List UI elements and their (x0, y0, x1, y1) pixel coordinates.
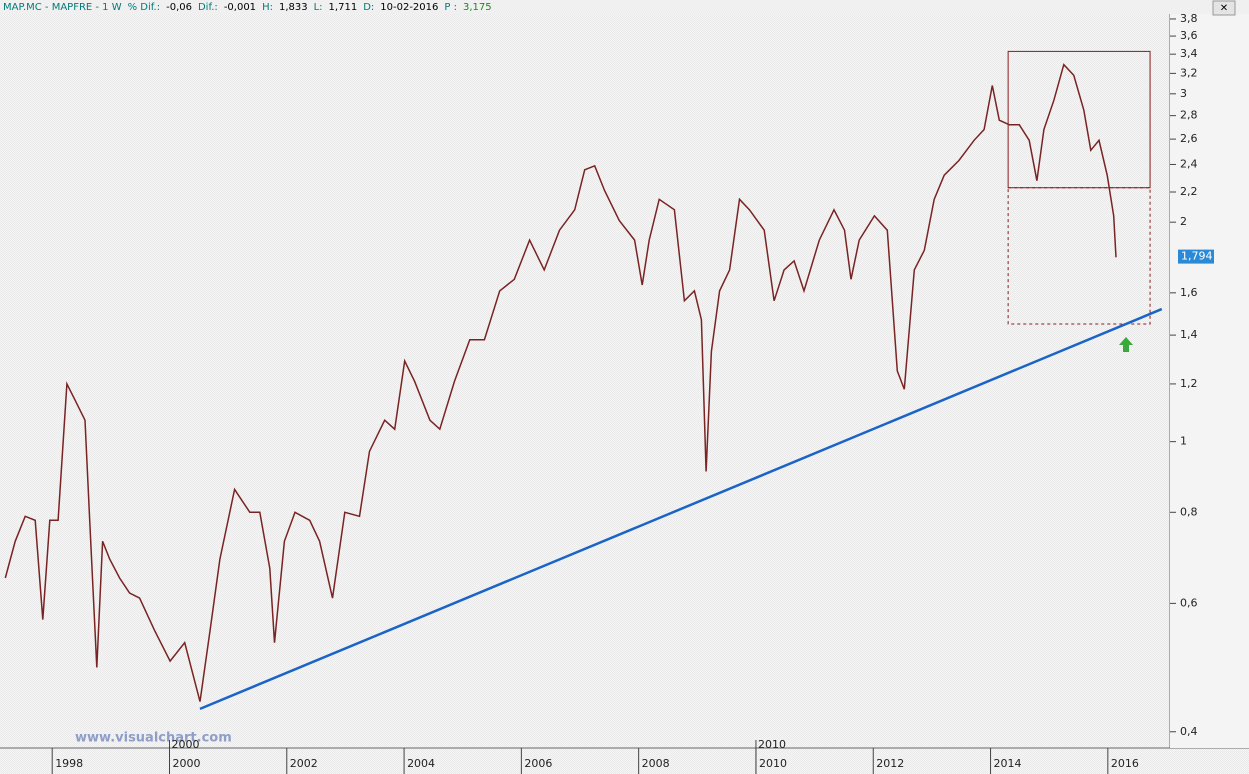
y-tick-label: 2 (1180, 215, 1187, 228)
y-tick-label: 1,4 (1180, 328, 1198, 341)
header: MAP.MC - MAPFRE - 1 W % Dif.: -0,06 Dif.: -0… (3, 2, 492, 13)
x-tick-label: 2008 (642, 757, 670, 770)
y-tick-label: 0,8 (1180, 505, 1198, 518)
trend-line (199, 307, 1163, 711)
x-tick-label: 2004 (407, 757, 435, 770)
header-bar (0, 0, 1249, 14)
header-text: 3,175 (463, 2, 492, 13)
y-tick-label: 2,8 (1180, 109, 1198, 122)
y-tick-label: 2,4 (1180, 157, 1198, 170)
x-tick-label: 2002 (290, 757, 318, 770)
header-text: P : (444, 2, 457, 13)
header-text: 10-02-2016 (380, 2, 438, 13)
x-tick-label: 2006 (524, 757, 552, 770)
header-text: D: (363, 2, 374, 13)
y-tick-label: 0,4 (1180, 725, 1198, 738)
last-value-label: 1,794 (1181, 250, 1213, 263)
watermark: www.visualchart.com (75, 731, 232, 746)
header-text: -0,06 (166, 2, 192, 13)
y-axis-panel (1170, 14, 1249, 748)
header-text: 1,833 (279, 2, 308, 13)
y-tick-label: 3,6 (1180, 29, 1198, 42)
highlight-box (1007, 187, 1151, 325)
header-text: 1,711 (329, 2, 358, 13)
header-text: H: (262, 2, 273, 13)
y-tick-label: 1,6 (1180, 286, 1198, 299)
highlight-box (1007, 50, 1151, 189)
x-tick-label: 2000 (172, 757, 200, 770)
y-tick-label: 3 (1180, 87, 1187, 100)
last-value-box (1178, 249, 1214, 264)
header-text: L: (314, 2, 323, 13)
x-tick-label: 2016 (1111, 757, 1139, 770)
y-tick-label: 3,8 (1180, 12, 1198, 25)
header-text: % Dif.: (128, 2, 161, 13)
y-tick-label: 1,2 (1180, 377, 1198, 390)
header-text: Dif.: (198, 2, 218, 13)
x-tick-label: 2014 (994, 757, 1022, 770)
up-arrow (1119, 337, 1133, 352)
y-tick-label: 3,2 (1180, 66, 1198, 79)
y-tick-label: 0,6 (1180, 596, 1198, 609)
header-text: MAP.MC - MAPFRE - 1 W (3, 2, 122, 13)
decade-label: 2000 (171, 738, 199, 751)
y-tick-label: 1 (1180, 435, 1187, 448)
x-tick-label: 1998 (55, 757, 83, 770)
x-tick-label: 2010 (759, 757, 787, 770)
close-button[interactable] (1212, 0, 1236, 16)
y-tick-label: 3,4 (1180, 47, 1198, 60)
y-tick-label: 2,2 (1180, 185, 1198, 198)
y-tick-label: 2,6 (1180, 132, 1198, 145)
price-line (4, 63, 1117, 702)
x-tick-label: 2012 (876, 757, 904, 770)
decade-label: 2010 (758, 738, 786, 751)
header-text: -0,001 (224, 2, 256, 13)
close-icon: ✕ (1220, 3, 1228, 14)
